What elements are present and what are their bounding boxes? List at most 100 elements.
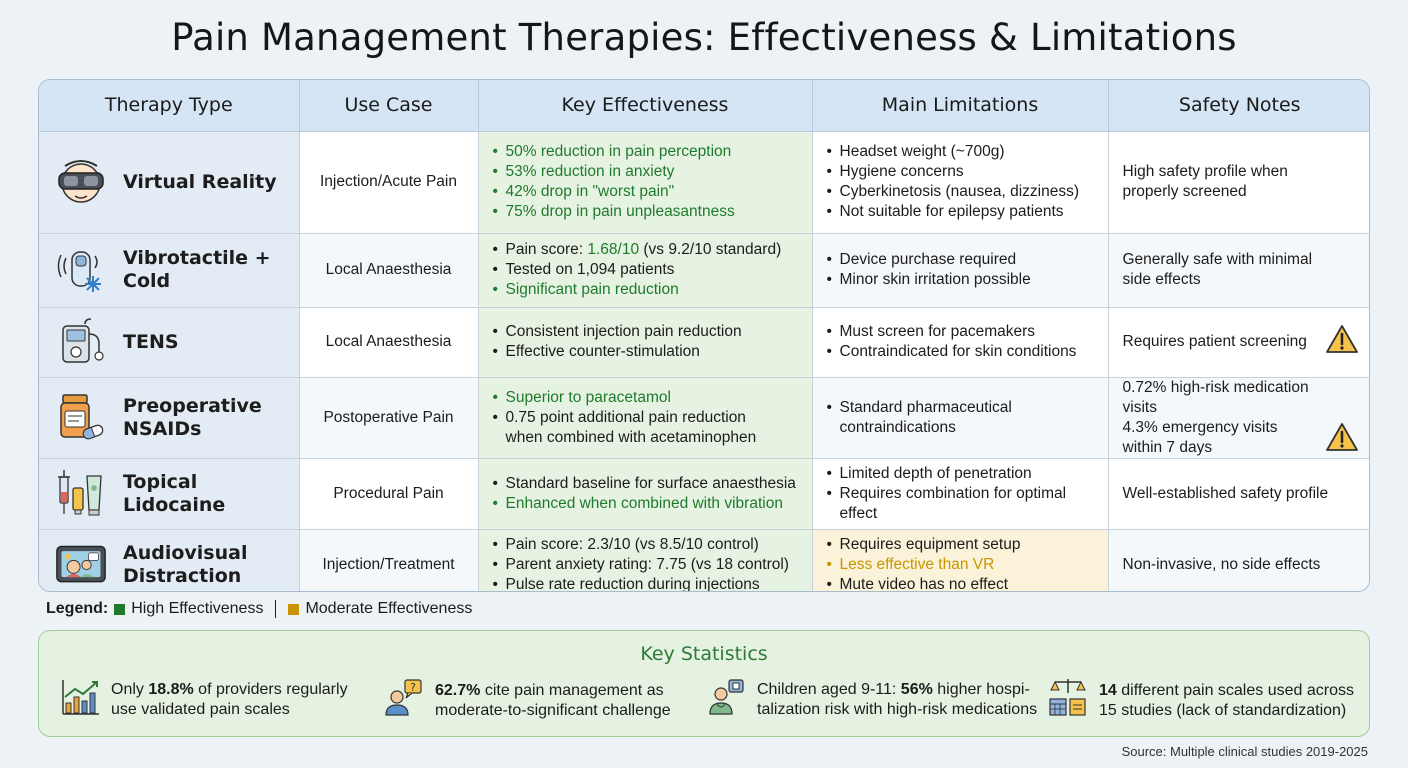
- bullet-item: 0.75 point additional pain reduction when…: [493, 408, 812, 448]
- safety-line: side effects: [1122, 271, 1201, 288]
- bullet-item: Significant pain reduction: [493, 280, 812, 300]
- safety-line: within 7 days: [1122, 438, 1213, 456]
- bullet-item: Contraindicated for skin conditions: [827, 342, 1108, 362]
- stat-item: 14 different pain scales used across 15 …: [1047, 677, 1354, 725]
- safety-cell: High safety profile when properly screene…: [1108, 131, 1369, 234]
- effectiveness-cell: Standard baseline for surface anaesthesi…: [478, 458, 813, 530]
- limitations-cell: Must screen for pacemakersContraindicate…: [812, 307, 1109, 378]
- svg-text:?: ?: [410, 681, 416, 694]
- therapy-name-line: Vibrotactile + Cold: [123, 247, 271, 292]
- bullet-line: contraindications: [839, 418, 956, 436]
- pill-bottle-icon: [55, 392, 107, 444]
- safety-note: Requires patient screening: [1123, 332, 1307, 352]
- bullet-item: Standard pharmaceutical contraindications: [827, 398, 1108, 438]
- bullet-item: Not suitable for epilepsy patients: [827, 202, 1108, 222]
- warning-icon: [1325, 324, 1359, 360]
- bullet-item: Less effective than VR: [827, 555, 1108, 575]
- effectiveness-list: Consistent injection pain reductionEffec…: [493, 322, 812, 362]
- limitations-cell: Requires equipment setupLess effective t…: [812, 529, 1109, 591]
- use-case-cell: Procedural Pain: [299, 458, 479, 530]
- bullet-text: Pain score:: [505, 241, 588, 258]
- use-case-cell: Injection/Acute Pain: [299, 131, 479, 234]
- header-therapy-type: Therapy Type: [39, 80, 300, 132]
- bullet-item: Requires equipment setup: [827, 535, 1108, 555]
- stat-3-pre: Children aged 9-11:: [757, 681, 901, 698]
- bullet-line: effect: [839, 504, 878, 522]
- table-header-row: Therapy Type Use Case Key Effectiveness …: [39, 80, 1369, 132]
- stat-2-value: 62.7%: [435, 682, 481, 699]
- stat-4-line2: 15 studies (lack of standardization): [1099, 702, 1347, 719]
- bullet-item: Headset weight (~700g): [827, 142, 1108, 162]
- vibration-cold-device-icon: [55, 244, 107, 296]
- safety-line: 0.72% high-risk medication visits: [1122, 378, 1309, 416]
- stat-3-post: higher hospi-: [932, 681, 1030, 698]
- bullet-item: Effective counter-stimulation: [493, 342, 812, 362]
- warning-icon: [1325, 422, 1359, 458]
- stat-item: Only 18.8% of providers regularly use va…: [61, 677, 348, 723]
- bullet-line: when combined with acetaminophen: [505, 428, 757, 446]
- bullet-item: 50% reduction in pain perception: [493, 142, 812, 162]
- bullet-item: Mute video has no effect: [827, 575, 1108, 591]
- therapy-name: Vibrotactile + Cold: [123, 247, 299, 293]
- stat-1-post: of providers regularly: [193, 681, 348, 698]
- therapy-name-line: TENS: [123, 330, 179, 353]
- stat-4-post: different pain scales used across: [1116, 682, 1354, 699]
- use-case-cell: Local Anaesthesia: [299, 233, 479, 308]
- effectiveness-list: Pain score: 2.3/10 (vs 8.5/10 control)Pa…: [493, 535, 812, 591]
- effectiveness-cell: Superior to paracetamol0.75 point additi…: [478, 377, 813, 459]
- bullet-item: Minor skin irritation possible: [827, 270, 1108, 290]
- therapy-name: Virtual Reality: [123, 171, 277, 194]
- bullet-item: Cyberkinetosis (nausea, dizziness): [827, 182, 1108, 202]
- stat-2-post: cite pain management as: [480, 682, 664, 699]
- stat-1-line2: use validated pain scales: [111, 701, 290, 718]
- stat-3-line2: talization risk with high-risk medicatio…: [757, 701, 1038, 718]
- limitations-list: Limited depth of penetrationRequires com…: [827, 464, 1108, 524]
- bullet-text: (vs 9.2/10 standard): [639, 241, 782, 258]
- effectiveness-cell: Pain score: 1.68/10 (vs 9.2/10 standard)…: [478, 233, 813, 308]
- bullet-item: Tested on 1,094 patients: [493, 260, 812, 280]
- tens-unit-icon: [55, 316, 107, 368]
- use-case-cell: Injection/Treatment: [299, 529, 479, 591]
- therapy-type-cell: Topical Lidocaine: [39, 458, 300, 530]
- bullet-item: Limited depth of penetration: [827, 464, 1108, 484]
- scales-calendar-icon: [1047, 677, 1089, 725]
- effectiveness-list: 50% reduction in pain perception53% redu…: [493, 142, 812, 222]
- stat-4-value: 14: [1099, 682, 1117, 699]
- legend-divider: [275, 600, 277, 618]
- bullet-line: Standard pharmaceutical: [839, 398, 1012, 416]
- therapy-name-line: Distraction: [123, 565, 242, 588]
- safety-cell: Non-invasive, no side effects: [1108, 529, 1369, 591]
- legend-label-moderate: Moderate Effectiveness: [305, 600, 473, 617]
- stat-2-line2: moderate-to-significant challenge: [435, 702, 671, 719]
- therapy-name: Audiovisual Distraction: [123, 542, 247, 588]
- bullet-item: Pulse rate reduction during injections: [493, 575, 812, 591]
- bullet-item: 53% reduction in anxiety: [493, 162, 812, 182]
- therapy-type-cell: Preoperative NSAIDs: [39, 377, 300, 459]
- bar-chart-icon: [61, 677, 101, 723]
- safety-line: Requires patient screening: [1122, 333, 1307, 350]
- bullet-item: Device purchase required: [827, 250, 1108, 270]
- legend-label-high: High Effectiveness: [131, 600, 264, 617]
- header-use-case: Use Case: [299, 80, 479, 132]
- bullet-item: Parent anxiety rating: 7.75 (vs 18 contr…: [493, 555, 812, 575]
- bullet-line: 0.75 point additional pain reduction: [505, 408, 746, 426]
- therapy-name: TENS: [123, 331, 179, 354]
- safety-line: High safety profile when: [1122, 163, 1288, 180]
- doctor-icon: [707, 677, 747, 723]
- therapy-type-cell: TENS: [39, 307, 300, 378]
- stat-item: ? 62.7% cite pain management as moderate…: [383, 677, 671, 725]
- header-safety-notes: Safety Notes: [1108, 80, 1369, 132]
- legend-swatch-moderate: [288, 603, 300, 615]
- bullet-item: Requires combination for optimal effect: [827, 484, 1108, 524]
- stat-1-pre: Only: [111, 681, 149, 698]
- safety-cell: 0.72% high-risk medication visits 4.3% em…: [1108, 377, 1369, 459]
- limitations-list: Headset weight (~700g)Hygiene concernsCy…: [827, 142, 1108, 222]
- safety-cell: Generally safe with minimal side effects: [1108, 233, 1369, 308]
- use-case-cell: Postoperative Pain: [299, 377, 479, 459]
- key-statistics-panel: Key Statistics Only 18.8% of providers r…: [38, 630, 1370, 737]
- page-title: Pain Management Therapies: Effectiveness…: [171, 16, 1237, 59]
- effectiveness-list: Pain score: 1.68/10 (vs 9.2/10 standard)…: [493, 240, 812, 300]
- legend-swatch-high: [114, 603, 126, 615]
